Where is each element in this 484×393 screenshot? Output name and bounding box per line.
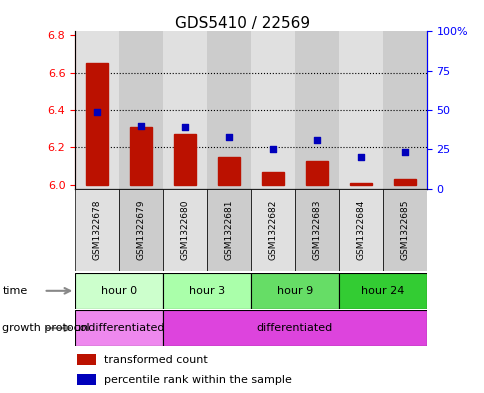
Bar — [251, 273, 338, 309]
Text: GSM1322684: GSM1322684 — [356, 200, 364, 260]
Bar — [218, 157, 240, 185]
Bar — [251, 189, 294, 271]
Point — [312, 137, 320, 143]
Bar — [294, 31, 338, 189]
Text: GSM1322680: GSM1322680 — [180, 200, 189, 260]
Bar — [382, 31, 426, 189]
Point — [93, 108, 101, 115]
Bar — [250, 31, 294, 189]
Text: undifferentiated: undifferentiated — [74, 323, 164, 333]
Text: GSM1322685: GSM1322685 — [399, 200, 408, 260]
Bar — [86, 63, 108, 185]
Point — [181, 124, 189, 130]
Bar — [294, 189, 338, 271]
Text: GDS5410 / 22569: GDS5410 / 22569 — [175, 16, 309, 31]
Text: growth protocol: growth protocol — [2, 323, 90, 333]
Text: hour 24: hour 24 — [361, 286, 404, 296]
Bar — [207, 189, 251, 271]
Bar — [119, 189, 163, 271]
Bar — [261, 172, 283, 185]
Bar — [305, 161, 327, 185]
Text: hour 3: hour 3 — [189, 286, 225, 296]
Bar — [75, 31, 119, 189]
Text: GSM1322679: GSM1322679 — [136, 200, 145, 260]
Point — [137, 123, 145, 129]
Text: GSM1322683: GSM1322683 — [312, 200, 321, 260]
Bar — [130, 127, 152, 185]
Text: GSM1322681: GSM1322681 — [224, 200, 233, 260]
Point — [269, 146, 276, 152]
Bar — [338, 273, 426, 309]
Text: transformed count: transformed count — [104, 355, 207, 365]
Point — [356, 154, 364, 160]
Bar — [76, 374, 96, 385]
Bar — [163, 273, 251, 309]
Bar — [174, 134, 196, 185]
Bar — [75, 273, 163, 309]
Text: differentiated: differentiated — [257, 323, 333, 333]
Bar — [163, 310, 426, 346]
Bar — [349, 183, 371, 185]
Bar — [75, 310, 163, 346]
Bar — [119, 31, 163, 189]
Bar — [75, 189, 119, 271]
Text: time: time — [2, 286, 28, 296]
Text: percentile rank within the sample: percentile rank within the sample — [104, 375, 291, 385]
Bar — [338, 189, 382, 271]
Bar — [76, 354, 96, 365]
Bar — [338, 31, 382, 189]
Point — [400, 149, 408, 156]
Bar — [207, 31, 251, 189]
Bar — [382, 189, 426, 271]
Text: GSM1322682: GSM1322682 — [268, 200, 277, 260]
Bar — [393, 179, 415, 185]
Text: hour 9: hour 9 — [276, 286, 312, 296]
Text: hour 0: hour 0 — [101, 286, 137, 296]
Bar — [163, 189, 207, 271]
Point — [225, 134, 232, 140]
Text: GSM1322678: GSM1322678 — [92, 200, 102, 260]
Bar — [163, 31, 207, 189]
